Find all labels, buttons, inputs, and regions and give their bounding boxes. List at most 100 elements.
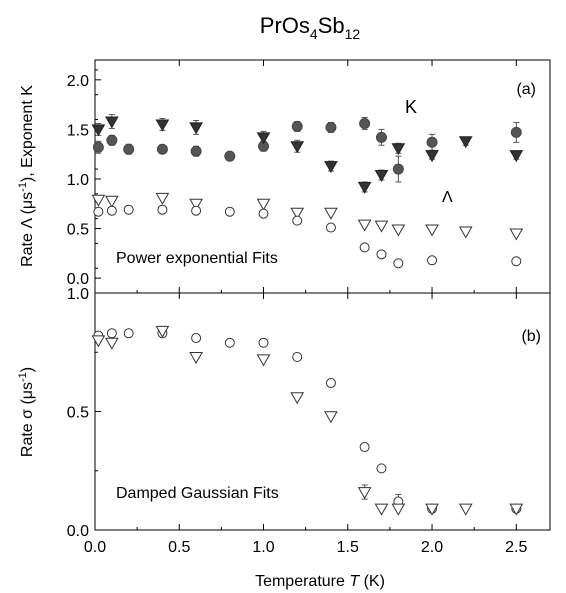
- chart-title: PrOs4Sb12: [260, 13, 361, 42]
- data-point-open-circle: [191, 333, 202, 344]
- marker-open-circle: [359, 242, 370, 253]
- marker-filled-circle: [224, 150, 236, 162]
- marker-filled-triangle: [256, 132, 271, 145]
- marker-open-circle: [123, 328, 134, 339]
- marker-open-circle: [393, 258, 404, 269]
- data-point-open-triangle-down: [391, 224, 406, 237]
- marker-open-circle: [292, 351, 303, 362]
- data-point-filled-circle: [392, 155, 404, 183]
- marker-open-circle: [376, 463, 387, 474]
- data-point-open-circle: [376, 249, 387, 260]
- data-point-open-triangle-down: [374, 220, 389, 233]
- data-point-open-triangle-down: [290, 392, 305, 405]
- marker-open-triangle: [91, 335, 106, 348]
- panel-a-annotation: Power exponential Fits: [116, 250, 278, 267]
- marker-open-triangle: [357, 487, 372, 500]
- marker-open-circle: [258, 337, 269, 348]
- marker-open-triangle: [391, 503, 406, 516]
- data-point-open-triangle-down: [324, 411, 338, 424]
- marker-open-circle: [123, 204, 134, 215]
- marker-open-triangle: [189, 351, 203, 364]
- panel-b-label: (b): [521, 328, 541, 345]
- marker-open-triangle: [189, 198, 203, 211]
- marker-open-triangle: [290, 207, 305, 220]
- marker-filled-circle: [291, 120, 303, 132]
- data-point-open-triangle-down: [425, 224, 439, 237]
- series-label-lambda: Λ: [442, 189, 453, 206]
- data-point-open-triangle-down: [91, 335, 106, 348]
- marker-filled-triangle: [91, 124, 106, 137]
- y-tick-label: 1.5: [67, 122, 89, 139]
- x-tick-label: 2.5: [505, 539, 527, 556]
- marker-open-circle: [224, 337, 235, 348]
- marker-filled-triangle: [425, 150, 439, 163]
- data-point-open-circle: [258, 337, 269, 348]
- marker-filled-circle: [123, 143, 135, 155]
- data-point-filled-triangle-down: [374, 169, 389, 183]
- marker-filled-circle: [106, 134, 118, 146]
- x-tick-label: 2.0: [421, 539, 443, 556]
- data-point-open-circle: [376, 463, 387, 474]
- data-point-open-circle: [123, 204, 134, 215]
- data-point-filled-circle: [92, 140, 104, 154]
- marker-open-circle: [157, 204, 168, 215]
- data-point-open-circle: [224, 337, 235, 348]
- data-point-open-circle: [292, 351, 303, 362]
- data-point-open-circle: [123, 328, 134, 339]
- panel-b-annotation: Damped Gaussian Fits: [116, 485, 279, 502]
- data-point-filled-circle: [291, 120, 303, 132]
- data-point-open-triangle-down: [155, 325, 170, 338]
- data-point-open-circle: [393, 258, 404, 269]
- marker-open-triangle: [155, 192, 170, 205]
- marker-open-circle: [106, 328, 117, 339]
- marker-filled-triangle: [374, 170, 389, 183]
- data-point-filled-circle: [359, 117, 371, 130]
- marker-filled-triangle: [391, 143, 406, 156]
- marker-filled-triangle: [155, 119, 170, 132]
- marker-open-circle: [511, 256, 522, 267]
- marker-open-triangle: [155, 325, 170, 338]
- data-point-filled-triangle-down: [290, 139, 305, 154]
- marker-open-triangle: [374, 220, 389, 233]
- marker-filled-triangle: [324, 161, 338, 174]
- data-point-open-circle: [258, 208, 269, 219]
- data-point-filled-triangle-down: [458, 136, 473, 149]
- data-point-filled-triangle-down: [189, 119, 203, 135]
- data-point-filled-circle: [426, 133, 438, 151]
- data-point-open-triangle-down: [189, 351, 203, 364]
- data-point-open-triangle-down: [509, 503, 524, 516]
- y-tick-label: 1.0: [67, 172, 89, 189]
- marker-open-circle: [191, 333, 202, 344]
- data-point-filled-circle: [123, 143, 135, 155]
- data-point-open-circle: [359, 242, 370, 253]
- x-tick-label: 1.0: [252, 539, 274, 556]
- data-point-open-triangle-down: [357, 219, 372, 232]
- data-point-open-circle: [191, 205, 202, 216]
- marker-open-circle: [325, 378, 336, 389]
- x-tick-labels: 0.0 0.5 1.0 1.5 2.0 2.5: [84, 539, 528, 556]
- series-label-k: K: [405, 97, 417, 117]
- y-axis-label-b: Rate σ (μs-1): [17, 367, 36, 457]
- data-point-open-circle: [427, 255, 438, 266]
- data-point-filled-circle: [510, 121, 522, 143]
- data-point-open-circle: [359, 442, 370, 453]
- marker-open-circle: [258, 208, 269, 219]
- data-point-filled-triangle-down: [324, 160, 338, 174]
- data-point-filled-triangle-down: [104, 114, 119, 129]
- panel-a-marks: [91, 114, 524, 269]
- marker-open-circle: [224, 206, 235, 217]
- data-point-open-triangle-down: [104, 195, 119, 208]
- data-point-open-circle: [157, 204, 168, 215]
- x-axis-label: Temperature T (K): [255, 573, 385, 590]
- panel-a-ticks: 0.0 0.5 1.0 1.5 2.0: [67, 60, 517, 294]
- marker-open-triangle: [256, 354, 271, 367]
- data-point-filled-triangle-down: [91, 122, 106, 137]
- data-point-open-circle: [106, 328, 117, 339]
- marker-open-triangle: [374, 503, 389, 516]
- marker-open-circle: [359, 442, 370, 453]
- marker-filled-circle: [426, 136, 438, 148]
- marker-filled-circle: [359, 117, 371, 129]
- data-point-filled-triangle-down: [357, 181, 372, 194]
- y-tick-label: 0.5: [67, 222, 89, 239]
- marker-open-triangle: [91, 194, 106, 207]
